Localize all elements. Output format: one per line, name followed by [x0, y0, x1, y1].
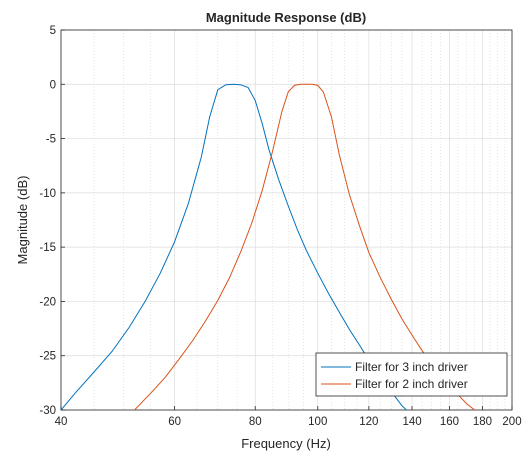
chart-title: Magnitude Response (dB): [206, 10, 366, 25]
y-tick-label: 0: [50, 79, 56, 91]
y-tick-label: -10: [39, 188, 56, 200]
y-tick-label: 5: [50, 25, 56, 37]
legend-label-3-inch: Filter for 3 inch driver: [355, 360, 468, 374]
legend-box: [315, 352, 508, 397]
series-line-2-inch-driver: [134, 83, 475, 410]
plot-frame: [60, 29, 513, 411]
y-tick-label: -5: [46, 134, 56, 146]
legend: Filter for 3 inch driver Filter for 2 in…: [315, 352, 508, 397]
x-axis-label: Frequency (Hz): [241, 436, 331, 451]
series-line-3-inch-driver: [61, 83, 408, 410]
y-tick-label: -20: [39, 296, 56, 308]
x-tick-label: 40: [55, 416, 68, 428]
x-tick-label: 160: [440, 416, 459, 428]
x-tick-label: 180: [473, 416, 492, 428]
x-tick-label: 80: [249, 416, 262, 428]
x-tick-label: 100: [308, 416, 327, 428]
x-tick-label: 200: [502, 416, 521, 428]
x-tick-label: 120: [359, 416, 378, 428]
x-tick-label: 60: [168, 416, 181, 428]
y-tick-label: -25: [39, 351, 56, 363]
plot-background: [61, 30, 512, 410]
x-ticks: 40 60 80 100 120 140 160 180 200: [55, 406, 522, 428]
y-axis-label: Magnitude (dB): [15, 176, 30, 265]
y-tick-label: -30: [39, 405, 56, 417]
legend-label-2-inch: Filter for 2 inch driver: [355, 377, 468, 391]
y-tick-label: -15: [39, 242, 56, 254]
x-tick-label: 140: [402, 416, 421, 428]
y-ticks: 5 0 -5 -10 -15 -20 -25 -30: [39, 25, 65, 417]
series-layer: [61, 83, 475, 410]
